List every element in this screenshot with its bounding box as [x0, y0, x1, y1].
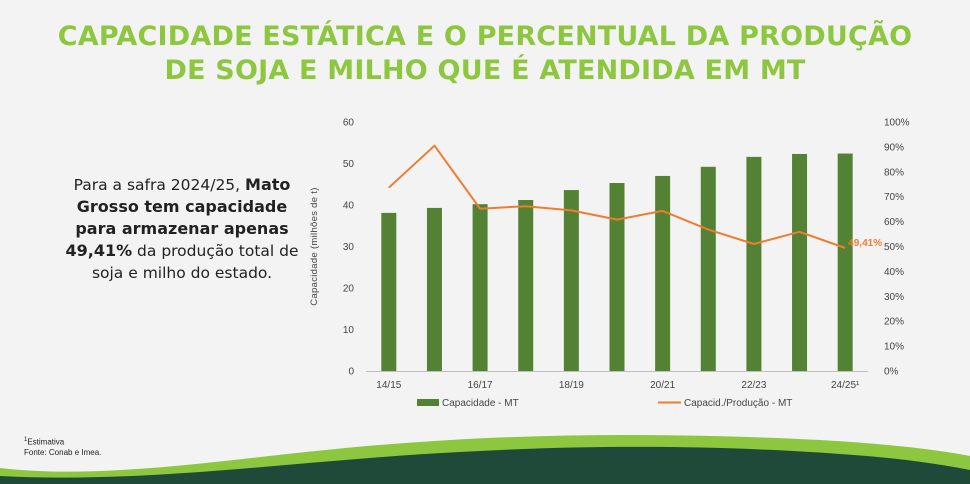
y-right-tick-label: 60% [884, 217, 904, 228]
bar-capacidade [472, 204, 488, 371]
x-tick-label: 14/15 [376, 380, 401, 391]
y-left-tick-label: 30 [343, 242, 355, 253]
bar-capacidade [837, 153, 853, 371]
bar-capacidade [518, 200, 534, 371]
bar-capacidade [655, 175, 671, 371]
y-axis-title: Capacidade (milhões de t) [309, 187, 320, 305]
page-title: CAPACIDADE ESTÁTICA E O PERCENTUAL DA PR… [0, 20, 970, 88]
legend-label-line: Capacid./Produção - MT [684, 398, 792, 409]
line-capacid-producao [388, 144, 846, 249]
title-line-2: DE SOJA E MILHO QUE É ATENDIDA EM MT [164, 55, 806, 86]
bar-capacidade [381, 212, 397, 371]
bar-capacidade [563, 190, 579, 371]
y-right-tick-label: 10% [884, 342, 904, 353]
lead-highlight: Mato Grosso tem capacidade para armazena… [65, 175, 291, 260]
y-right-tick-label: 90% [884, 142, 904, 153]
x-tick-label: 20/21 [650, 380, 675, 391]
x-tick-label: 24/25¹ [831, 380, 860, 391]
y-left-tick-label: 0 [348, 367, 354, 378]
y-left-tick-label: 20 [343, 284, 355, 295]
line-data-label: 49,41% [848, 238, 882, 249]
title-line-1: CAPACIDADE ESTÁTICA E O PERCENTUAL DA PR… [57, 21, 913, 52]
footnote-note: Estimativa [27, 437, 65, 447]
footnote-marker: 1 [24, 437, 28, 443]
y-left-tick-label: 50 [343, 159, 355, 170]
y-right-tick-label: 40% [884, 267, 904, 278]
wave-dark-band [0, 446, 970, 484]
bar-capacidade [746, 156, 762, 371]
legend-swatch-bar [417, 399, 439, 406]
decorative-wave [0, 435, 970, 484]
y-right-tick-label: 70% [884, 192, 904, 203]
y-right-tick-label: 100% [884, 118, 910, 129]
footnote-source: Fonte: Conab e Imea. [24, 447, 102, 457]
lead-intro: Para a safra 2024/25, [73, 176, 241, 194]
footnote: 1Estimativa Fonte: Conab e Imea. [24, 435, 101, 458]
y-left-tick-label: 40 [343, 201, 355, 212]
y-right-tick-label: 0% [884, 367, 899, 378]
combo-chart: 0 10 20 30 40 50 60 0% 10% 20% 30% 40% 50% 60% 70% 80% 9… [309, 118, 910, 410]
y-right-tick-label: 20% [884, 317, 904, 328]
y-right-tick-label: 50% [884, 242, 904, 253]
y-left-tick-label: 60 [343, 118, 355, 129]
lead-rest: da produção total de soja e milho do est… [91, 242, 299, 282]
bar-capacidade [426, 207, 442, 371]
legend-label-bar: Capacidade - MT [442, 398, 519, 409]
y-right-tick-label: 80% [884, 167, 904, 178]
bar-capacidade [700, 166, 716, 371]
lead-text: Para a safra 2024/25, Mato Grosso tem ca… [62, 174, 302, 284]
x-tick-label: 16/17 [468, 380, 493, 391]
x-tick-label: 22/23 [741, 380, 766, 391]
y-right-tick-label: 30% [884, 292, 904, 303]
x-tick-label: 18/19 [559, 380, 584, 391]
bar-capacidade [609, 183, 625, 371]
bar-capacidade [792, 153, 808, 371]
y-left-tick-label: 10 [343, 325, 355, 336]
